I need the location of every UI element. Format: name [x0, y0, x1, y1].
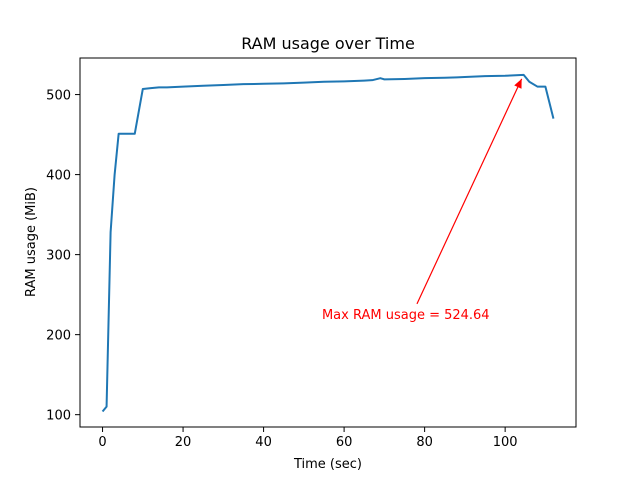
x-tick-label: 0: [98, 435, 106, 450]
axes-frame: [79, 57, 577, 428]
plot-area: 0 20 40 60 80 100 100 200 300 400 500 Max RAM usage…: [46, 57, 577, 450]
x-tick-label: 60: [336, 435, 353, 450]
y-tick-label: 500: [46, 89, 71, 104]
y-tick-label: 200: [46, 329, 71, 344]
x-tick-label: 80: [416, 435, 433, 450]
x-tick-label: 100: [493, 435, 518, 450]
max-annotation-text: Max RAM usage = 524.64: [322, 308, 490, 323]
x-tick-label: 20: [175, 435, 192, 450]
max-annotation-arrow: [416, 78, 523, 305]
x-tick-label: 40: [255, 435, 272, 450]
y-tick-label: 100: [46, 409, 71, 424]
y-axis-label: RAM usage (MiB): [24, 187, 39, 297]
max-annotation-arrowhead: [514, 78, 522, 89]
x-axis-label: Time (sec): [293, 457, 362, 472]
chart-title: RAM usage over Time: [241, 34, 415, 53]
y-tick-label: 400: [46, 169, 71, 184]
y-tick-label: 300: [46, 249, 71, 264]
series-line-0: [101, 73, 555, 413]
